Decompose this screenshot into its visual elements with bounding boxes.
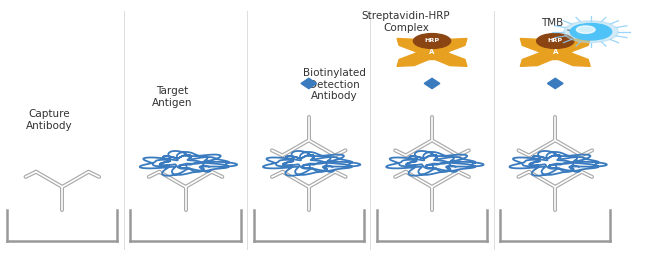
Polygon shape (547, 78, 563, 89)
Polygon shape (549, 38, 590, 55)
Text: A: A (552, 49, 558, 55)
Text: HRP: HRP (548, 38, 563, 43)
Polygon shape (520, 38, 562, 55)
Polygon shape (301, 78, 317, 89)
Text: Biotinylated
Detection
Antibody: Biotinylated Detection Antibody (304, 68, 366, 101)
Circle shape (564, 21, 618, 43)
Text: Capture
Antibody: Capture Antibody (26, 109, 73, 131)
Circle shape (537, 34, 574, 48)
Polygon shape (520, 50, 562, 66)
Circle shape (413, 34, 450, 48)
Polygon shape (397, 50, 439, 66)
Polygon shape (397, 38, 439, 55)
Text: A: A (430, 49, 435, 55)
Polygon shape (424, 78, 440, 89)
Polygon shape (425, 50, 467, 66)
Polygon shape (539, 46, 571, 59)
Circle shape (570, 23, 612, 40)
Polygon shape (416, 46, 448, 59)
Circle shape (577, 26, 595, 33)
Text: TMB: TMB (541, 18, 563, 28)
Polygon shape (549, 50, 590, 66)
Polygon shape (425, 38, 467, 55)
Text: Target
Antigen: Target Antigen (152, 86, 193, 108)
Text: Streptavidin-HRP
Complex: Streptavidin-HRP Complex (362, 11, 450, 33)
Text: HRP: HRP (424, 38, 439, 43)
